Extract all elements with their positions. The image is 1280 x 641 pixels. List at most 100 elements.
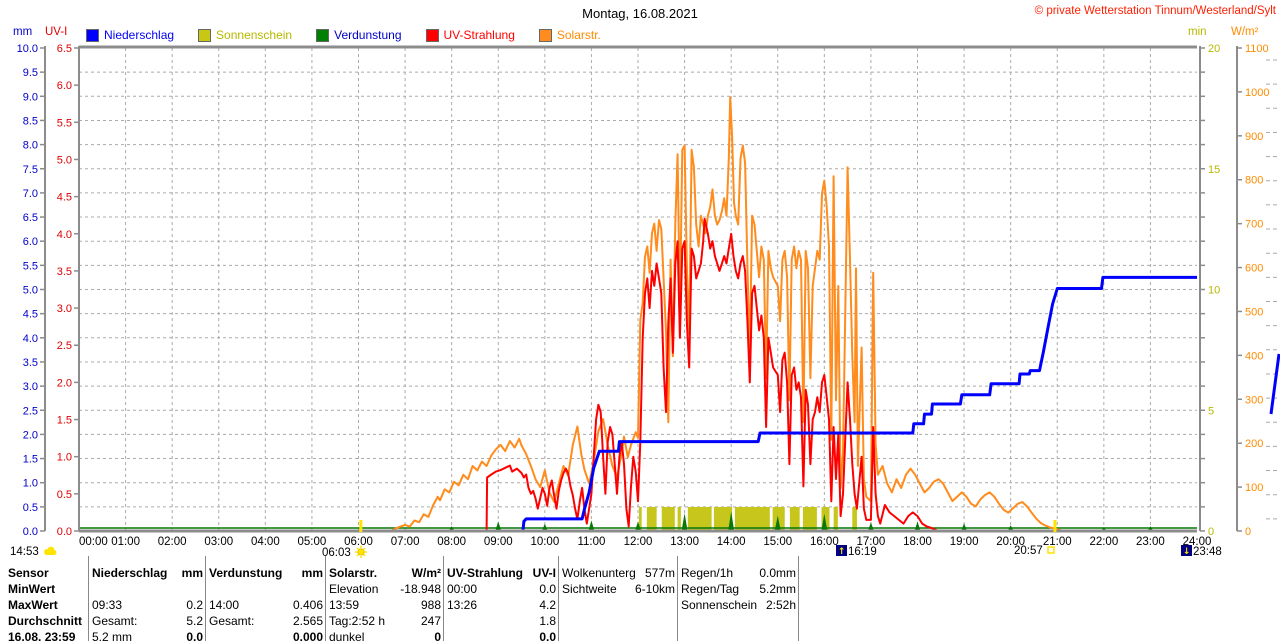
sunrise-time-label: 06:03 xyxy=(322,547,351,559)
legend-swatch-icon xyxy=(316,28,330,42)
table-cell: 09:33 0.2 xyxy=(92,598,203,613)
table-column-divider xyxy=(677,556,678,641)
svg-text:15:00: 15:00 xyxy=(763,536,792,548)
svg-text:10.0: 10.0 xyxy=(17,43,38,55)
row-label: Sensor xyxy=(8,566,49,580)
legend-item-niederschlag: Niederschlag xyxy=(86,28,174,42)
svg-text:2.0: 2.0 xyxy=(57,377,72,389)
moonrise-time-label: 16:19 xyxy=(848,546,877,558)
cell-label: 00:00 xyxy=(447,582,478,596)
svg-text:22:00: 22:00 xyxy=(1089,536,1118,548)
moonset-marker: ↓ 23:48 xyxy=(1181,545,1222,558)
svg-text:↓: ↓ xyxy=(1183,547,1191,557)
cell-label: Regen/Tag xyxy=(681,582,740,596)
svg-text:0.0: 0.0 xyxy=(23,526,38,538)
svg-text:800: 800 xyxy=(1245,175,1263,187)
legend-item-solarstr: Solarstr. xyxy=(538,28,601,42)
svg-text:5: 5 xyxy=(1208,405,1214,417)
min-axis-unit-label: min xyxy=(1188,26,1207,38)
legend-label: Verdunstung xyxy=(334,28,402,42)
svg-text:700: 700 xyxy=(1245,219,1263,231)
svg-text:6.5: 6.5 xyxy=(23,212,38,224)
legend-swatch-icon xyxy=(86,28,99,42)
moonset-time-label: 23:48 xyxy=(1193,546,1222,558)
svg-text:2.5: 2.5 xyxy=(57,340,72,352)
svg-text:5.5: 5.5 xyxy=(23,260,38,272)
table-cell: 1.8 xyxy=(447,614,556,629)
svg-text:5.5: 5.5 xyxy=(57,117,72,129)
cell-label: Elevation xyxy=(329,582,379,596)
svg-text:1.0: 1.0 xyxy=(57,452,72,464)
column-header: Verdunstung xyxy=(209,566,283,580)
svg-text:08:00: 08:00 xyxy=(437,536,466,548)
table-column-divider xyxy=(325,556,326,641)
svg-text:4.5: 4.5 xyxy=(57,192,72,204)
cell-value: 0.406 xyxy=(292,598,323,612)
svg-text:1.5: 1.5 xyxy=(23,454,38,466)
cell-value: 2.565 xyxy=(292,614,323,628)
svg-text:300: 300 xyxy=(1245,394,1263,406)
table-cell: dunkel 0 xyxy=(329,630,441,641)
table-cell: 0.0 xyxy=(447,630,556,641)
svg-text:3.0: 3.0 xyxy=(57,303,72,315)
svg-text:07:00: 07:00 xyxy=(391,536,420,548)
svg-text:10:00: 10:00 xyxy=(530,536,559,548)
cell-value: 0.2 xyxy=(186,598,203,612)
table-cell xyxy=(92,582,203,597)
table-cell: Sensor xyxy=(8,566,86,581)
cell-label: Gesamt: xyxy=(92,614,138,628)
svg-text:2.5: 2.5 xyxy=(23,405,38,417)
sunset-time-label: 20:57 xyxy=(1014,545,1043,557)
uvi-axis-unit-label: UV-I xyxy=(45,26,68,38)
svg-text:13:00: 13:00 xyxy=(670,536,699,548)
svg-text:4.0: 4.0 xyxy=(23,333,38,345)
legend-item-verdunstung: Verdunstung xyxy=(316,28,402,42)
svg-text:09:00: 09:00 xyxy=(484,536,513,548)
svg-text:1.5: 1.5 xyxy=(57,415,72,427)
table-cell: Gesamt: 5.2 xyxy=(92,614,203,629)
table-cell: Sonnenschein 2:52h xyxy=(681,598,796,613)
table-cell: Solarstr. W/m² xyxy=(329,566,441,581)
column-header: UV-Strahlung xyxy=(447,566,524,580)
cell-label: Sonnenschein xyxy=(681,598,758,612)
svg-text:23:00: 23:00 xyxy=(1136,536,1165,548)
moonrise-marker: ↑ 16:19 xyxy=(836,545,877,558)
table-column-divider xyxy=(205,556,206,641)
table-cell: 5.2 mm 0.0 xyxy=(92,630,203,641)
cell-value: 5.2 xyxy=(186,614,203,628)
cell-label: 13:59 xyxy=(329,598,360,612)
table-cell: Niederschlag mm xyxy=(92,566,203,581)
cell-value: -18.948 xyxy=(400,582,441,596)
svg-text:06:00: 06:00 xyxy=(344,536,373,548)
svg-text:04:00: 04:00 xyxy=(251,536,280,548)
cell-label: 13:26 xyxy=(447,598,478,612)
svg-text:12:00: 12:00 xyxy=(624,536,653,548)
cell-value: 0.0mm xyxy=(759,566,796,580)
svg-text:1000: 1000 xyxy=(1245,87,1269,99)
svg-text:3.5: 3.5 xyxy=(57,266,72,278)
svg-text:00:00: 00:00 xyxy=(79,536,108,548)
svg-text:0.0: 0.0 xyxy=(57,526,72,538)
svg-text:4.5: 4.5 xyxy=(23,309,38,321)
legend-label: Sonnenschein xyxy=(216,28,293,42)
cell-value: 6-10km xyxy=(634,582,675,596)
svg-text:01:00: 01:00 xyxy=(111,536,140,548)
table-cell: Gesamt: 2.565 xyxy=(209,614,323,629)
cell-value: 5.2mm xyxy=(759,582,796,596)
cell-value: 0.0 xyxy=(539,582,556,596)
moon-cloud-icon xyxy=(43,546,57,555)
svg-text:200: 200 xyxy=(1245,438,1263,450)
column-unit: W/m² xyxy=(411,566,441,580)
cell-value: 0.0 xyxy=(186,630,203,641)
column-unit: mm xyxy=(181,566,203,580)
column-unit: UV-I xyxy=(532,566,556,580)
moonset-arrow-icon: ↓ xyxy=(1181,545,1192,557)
column-unit: mm xyxy=(301,566,323,580)
cell-label: Gesamt: xyxy=(209,614,255,628)
legend-item-uvstrahlung: UV-Strahlung xyxy=(425,28,515,42)
svg-text:7.0: 7.0 xyxy=(23,188,38,200)
svg-text:↑: ↑ xyxy=(838,547,846,557)
cell-label: 5.2 mm xyxy=(92,630,133,641)
svg-text:1.0: 1.0 xyxy=(23,478,38,490)
